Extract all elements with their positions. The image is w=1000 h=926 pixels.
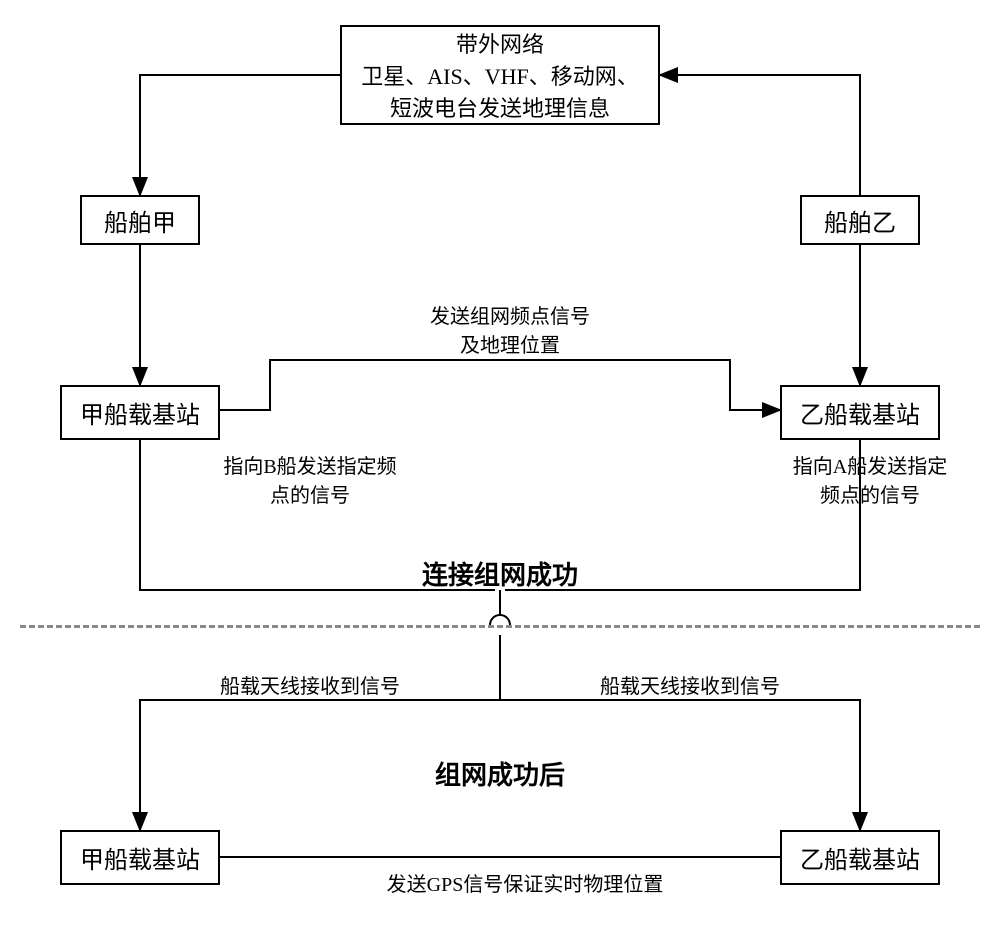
box-base-b: 乙船载基站 — [780, 385, 940, 440]
flowchart-diagram: 带外网络 卫星、AIS、VHF、移动网、 短波电台发送地理信息 船舶甲 船舶乙 … — [0, 0, 1000, 926]
separator-dashed — [20, 625, 980, 628]
label-point-b: 指向B船发送指定频 点的信号 — [200, 450, 420, 508]
point-a-line1: 指向A船发送指定 — [760, 450, 980, 479]
label-antenna-b: 船载天线接收到信号 — [560, 670, 820, 699]
send-freq-line2: 及地理位置 — [400, 329, 620, 358]
box-ship-a: 船舶甲 — [80, 195, 200, 245]
ship-a-text: 船舶甲 — [104, 203, 176, 238]
label-antenna-a: 船载天线接收到信号 — [180, 670, 440, 699]
label-send-freq: 发送组网频点信号 及地理位置 — [400, 300, 620, 358]
label-after-success: 组网成功后 — [400, 755, 600, 792]
base-a2-text: 甲船载基站 — [80, 840, 200, 875]
top-line1: 带外网络 — [361, 27, 638, 59]
label-point-a: 指向A船发送指定 频点的信号 — [760, 450, 980, 508]
top-line3: 短波电台发送地理信息 — [361, 91, 638, 123]
label-send-gps: 发送GPS信号保证实时物理位置 — [340, 868, 710, 897]
antenna-b-text: 船载天线接收到信号 — [600, 676, 780, 698]
point-a-line2: 频点的信号 — [760, 479, 980, 508]
point-b-line2: 点的信号 — [200, 479, 420, 508]
send-gps-text: 发送GPS信号保证实时物理位置 — [387, 874, 664, 896]
base-b2-text: 乙船载基站 — [800, 840, 920, 875]
base-b-text: 乙船载基站 — [800, 395, 920, 430]
box-base-a: 甲船载基站 — [60, 385, 220, 440]
antenna-a-text: 船载天线接收到信号 — [220, 676, 400, 698]
ship-b-text: 船舶乙 — [824, 203, 896, 238]
conn-success-text: 连接组网成功 — [422, 561, 578, 590]
base-a-text: 甲船载基站 — [80, 395, 200, 430]
point-b-line1: 指向B船发送指定频 — [200, 450, 420, 479]
label-conn-success: 连接组网成功 — [360, 555, 640, 592]
after-success-text: 组网成功后 — [435, 761, 565, 790]
box-base-a2: 甲船载基站 — [60, 830, 220, 885]
top-line2: 卫星、AIS、VHF、移动网、 — [361, 59, 638, 91]
box-ship-b: 船舶乙 — [800, 195, 920, 245]
send-freq-line1: 发送组网频点信号 — [400, 300, 620, 329]
box-base-b2: 乙船载基站 — [780, 830, 940, 885]
box-top-network: 带外网络 卫星、AIS、VHF、移动网、 短波电台发送地理信息 — [340, 25, 660, 125]
